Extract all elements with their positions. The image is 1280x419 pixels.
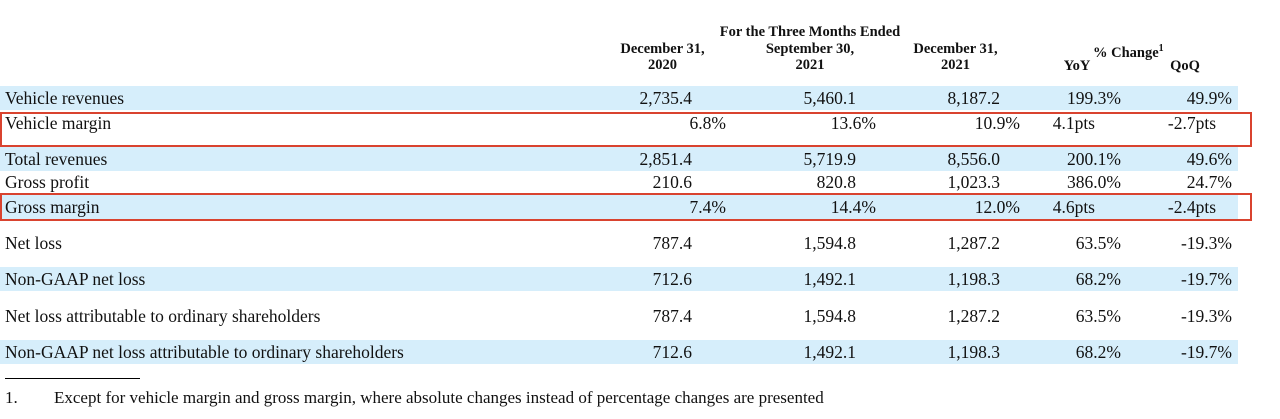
table-row xyxy=(0,340,1238,364)
col-header-sep-2021-line1: September 30, xyxy=(765,41,855,57)
footnote-number: 1. xyxy=(5,388,18,407)
col-header-dec-2020-line2: 2020 xyxy=(648,57,677,73)
table-row xyxy=(0,267,1238,291)
qoq-header: QoQ xyxy=(1170,58,1200,74)
cell-dec-2021: 8,556.0 xyxy=(947,149,1001,169)
cell-qoq: -19.3% xyxy=(1180,233,1232,253)
highlight-box-gross-margin xyxy=(0,193,1252,221)
cell-qoq: -19.3% xyxy=(1180,306,1232,326)
row-label: Total revenues xyxy=(5,149,108,169)
pct-change-header: % Change1 xyxy=(1093,41,1164,61)
cell-dec-2020: 2,851.4 xyxy=(639,149,693,169)
cell-sep-2021: 1,492.1 xyxy=(803,342,857,362)
cell-dec-2021: 1,287.2 xyxy=(947,306,1001,326)
cell-qoq: -19.7% xyxy=(1180,269,1232,289)
cell-qoq: -2.4pts xyxy=(1167,197,1216,217)
cell-dec-2021: 1,287.2 xyxy=(947,233,1001,253)
cell-dec-2020: 6.8% xyxy=(689,113,726,133)
table-row xyxy=(0,231,1238,255)
col-header-sep-2021-line2: 2021 xyxy=(795,57,825,73)
cell-sep-2021: 1,594.8 xyxy=(803,306,857,326)
cell-yoy: 4.1pts xyxy=(1052,113,1095,133)
table-row xyxy=(0,195,1238,219)
table-row xyxy=(0,147,1238,171)
row-label: Non-GAAP net loss xyxy=(5,269,146,289)
cell-qoq: -19.7% xyxy=(1180,342,1232,362)
cell-sep-2021: 1,594.8 xyxy=(803,233,857,253)
col-header-dec-2021: December 31, 2021 xyxy=(893,41,1018,73)
cell-yoy: 200.1% xyxy=(1067,149,1121,169)
col-header-dec-2020-line1: December 31, xyxy=(620,41,705,57)
cell-sep-2021: 1,492.1 xyxy=(803,269,857,289)
cell-sep-2021: 820.8 xyxy=(816,172,856,192)
col-header-dec-2021-line1: December 31, xyxy=(913,41,998,57)
cell-dec-2021: 1,198.3 xyxy=(947,342,1001,362)
col-header-dec-2021-line2: 2021 xyxy=(941,57,970,73)
cell-yoy: 68.2% xyxy=(1075,342,1121,362)
yoy-header: YoY xyxy=(1063,58,1091,74)
pct-change-footnote-mark: 1 xyxy=(1158,43,1164,54)
row-label: Vehicle margin xyxy=(5,113,112,133)
cell-sep-2021: 5,460.1 xyxy=(803,88,857,108)
cell-qoq: 49.9% xyxy=(1186,88,1232,108)
row-label: Vehicle revenues xyxy=(5,88,125,108)
highlight-box-vehicle-margin xyxy=(0,112,1252,147)
cell-dec-2020: 210.6 xyxy=(652,172,692,192)
row-label: Gross margin xyxy=(5,197,100,217)
cell-yoy: 386.0% xyxy=(1067,172,1121,192)
col-header-sep-2021: September 30, 2021 xyxy=(745,41,875,73)
row-label: Net loss xyxy=(5,233,62,253)
cell-dec-2020: 2,735.4 xyxy=(639,88,693,108)
cell-dec-2020: 712.6 xyxy=(652,342,692,362)
cell-qoq: 49.6% xyxy=(1186,149,1232,169)
cell-sep-2021: 13.6% xyxy=(830,113,876,133)
cell-dec-2021: 10.9% xyxy=(974,113,1020,133)
cell-yoy: 63.5% xyxy=(1075,306,1121,326)
cell-yoy: 63.5% xyxy=(1075,233,1121,253)
cell-dec-2021: 1,198.3 xyxy=(947,269,1001,289)
cell-dec-2021: 1,023.3 xyxy=(947,172,1001,192)
cell-sep-2021: 5,719.9 xyxy=(803,149,857,169)
cell-yoy: 68.2% xyxy=(1075,269,1121,289)
table-row xyxy=(0,171,1238,193)
cell-dec-2020: 787.4 xyxy=(652,233,692,253)
col-header-dec-2020: December 31, 2020 xyxy=(600,41,725,73)
cell-qoq: 24.7% xyxy=(1186,172,1232,192)
period-group-title: For the Three Months Ended xyxy=(719,24,901,40)
cell-yoy: 199.3% xyxy=(1067,88,1121,108)
cell-yoy: 4.6pts xyxy=(1052,197,1095,217)
row-label: Net loss attributable to ordinary shareh… xyxy=(5,306,321,326)
cell-dec-2021: 8,187.2 xyxy=(947,88,1001,108)
row-label: Gross profit xyxy=(5,172,90,192)
table-row xyxy=(0,86,1238,110)
row-label: Non-GAAP net loss attributable to ordina… xyxy=(5,342,404,362)
cell-dec-2020: 712.6 xyxy=(652,269,692,289)
cell-dec-2020: 787.4 xyxy=(652,306,692,326)
footnote-rule xyxy=(5,378,140,379)
cell-dec-2020: 7.4% xyxy=(689,197,726,217)
pct-change-label: % Change xyxy=(1093,44,1159,61)
cell-qoq: -2.7pts xyxy=(1167,113,1216,133)
footnote-text: Except for vehicle margin and gross marg… xyxy=(54,388,824,407)
cell-sep-2021: 14.4% xyxy=(830,197,876,217)
cell-dec-2021: 12.0% xyxy=(974,197,1020,217)
